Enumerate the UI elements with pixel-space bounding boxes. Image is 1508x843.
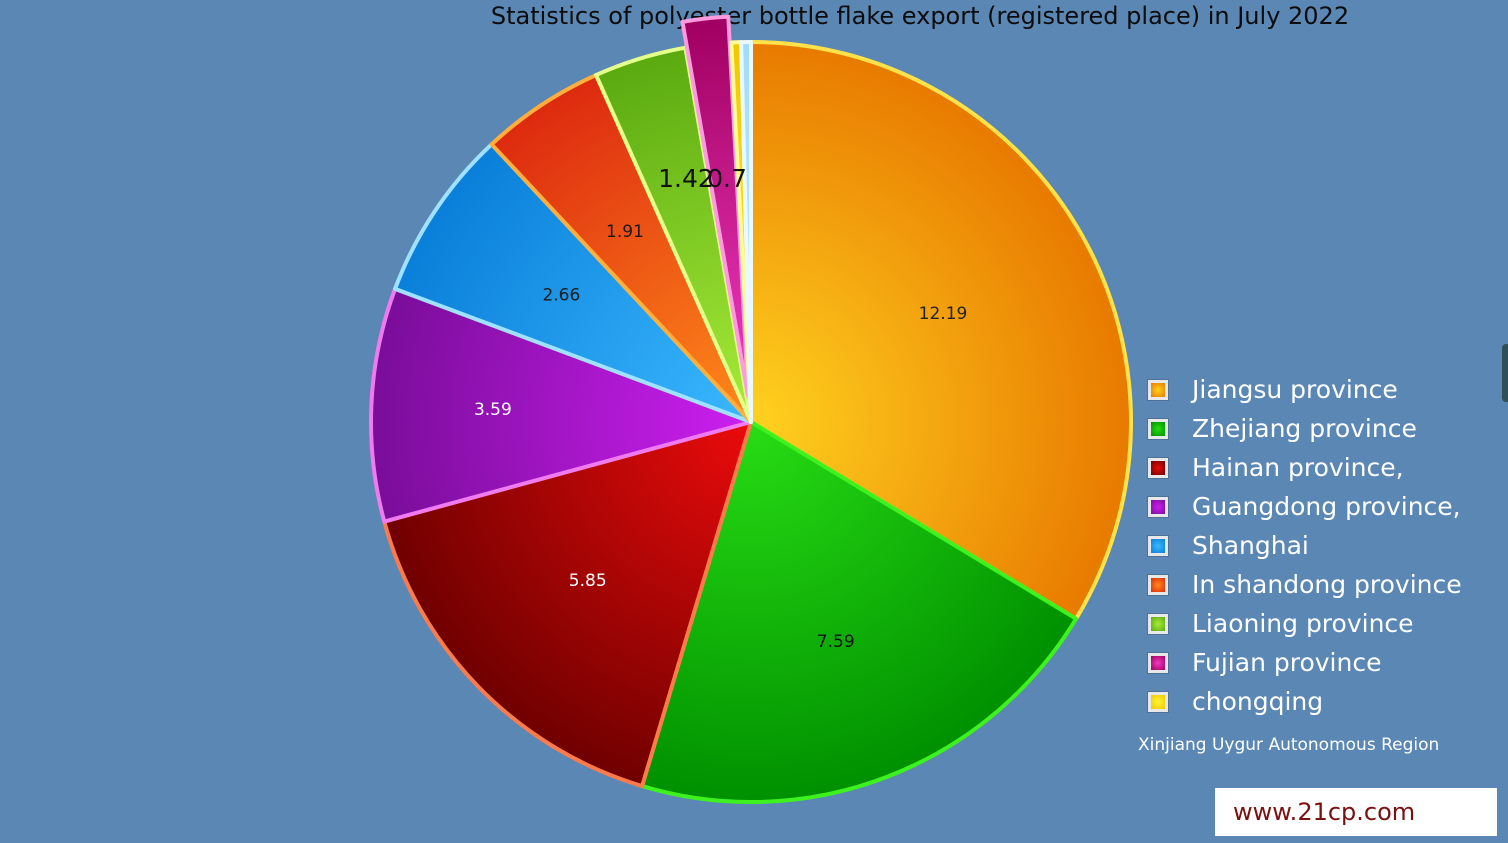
- slice-label-0: 12.19: [919, 304, 968, 324]
- slice-label-1: 7.59: [817, 632, 855, 652]
- legend-swatch: [1148, 379, 1168, 400]
- legend-swatch: [1148, 535, 1168, 556]
- slice-label-2: 5.85: [569, 571, 607, 591]
- chart-title: Statistics of polyester bottle flake exp…: [490, 2, 1350, 30]
- legend-swatch: [1148, 418, 1168, 439]
- legend-item[interactable]: Shanghai: [1140, 526, 1500, 565]
- slice-label-3: 3.59: [474, 400, 512, 420]
- legend-label: Xinjiang Uygur Autonomous Region: [1138, 735, 1440, 755]
- legend-item[interactable]: Guangdong province,: [1140, 487, 1500, 526]
- slice-label-4: 2.66: [542, 285, 580, 305]
- pie-slice-xinjiang-uygur-autonomous-region: [739, 40, 753, 424]
- slice-label-6: 1.42: [658, 164, 714, 193]
- pie-slice-zhejiang-province: [640, 420, 1079, 804]
- legend-label: Fujian province: [1192, 648, 1382, 677]
- legend-swatch: [1148, 457, 1168, 478]
- pie-slice-fujian-province: [680, 14, 751, 399]
- legend-swatch: [1148, 613, 1168, 634]
- legend-label: Jiangsu province: [1192, 375, 1398, 404]
- watermark: www.21cp.com: [1215, 788, 1497, 836]
- pie-slice-guangdong-province: [369, 286, 753, 524]
- slice-label-7: 0.7: [707, 164, 747, 193]
- legend-label: Liaoning province: [1192, 609, 1414, 638]
- legend-label: Hainan province,: [1192, 453, 1404, 482]
- legend-label: Shanghai: [1192, 531, 1309, 560]
- legend-swatch: [1148, 574, 1168, 595]
- legend-label: chongqing: [1192, 687, 1324, 716]
- legend: Jiangsu province Zhejiang province Hainan …: [1138, 370, 1500, 765]
- legend-item[interactable]: Xinjiang Uygur Autonomous Region: [1138, 725, 1500, 765]
- legend-swatch: [1148, 652, 1168, 673]
- legend-item[interactable]: Fujian province: [1140, 643, 1500, 682]
- scroll-handle[interactable]: [1502, 344, 1508, 402]
- pie-slice-jiangsu-province: [749, 40, 1133, 621]
- slice-label-5: 1.91: [606, 222, 644, 242]
- legend-item[interactable]: Jiangsu province: [1140, 370, 1500, 409]
- legend-item[interactable]: Hainan province,: [1140, 448, 1500, 487]
- legend-item[interactable]: chongqing: [1140, 682, 1500, 721]
- legend-swatch: [1148, 496, 1168, 517]
- legend-swatch: [1148, 691, 1168, 712]
- legend-item[interactable]: Liaoning province: [1140, 604, 1500, 643]
- legend-label: In shandong province: [1192, 570, 1462, 599]
- legend-item[interactable]: In shandong province: [1140, 565, 1500, 604]
- legend-item[interactable]: Zhejiang province: [1140, 409, 1500, 448]
- legend-label: Guangdong province,: [1192, 492, 1461, 521]
- legend-label: Zhejiang province: [1192, 414, 1417, 443]
- pie-slice-hainan-province: [382, 420, 753, 789]
- pie-slice-shanghai: [393, 142, 753, 424]
